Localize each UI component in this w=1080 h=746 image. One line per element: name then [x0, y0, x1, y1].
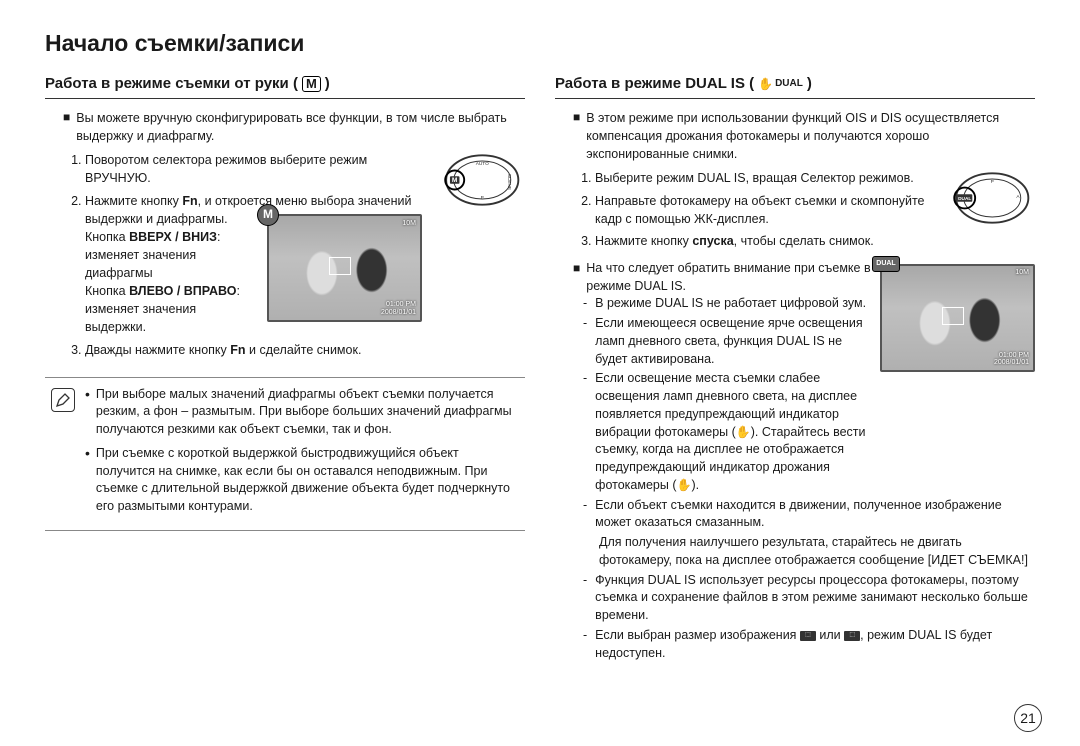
left-heading: Работа в режиме съемки от руки ( M ): [45, 75, 525, 99]
svg-text:AUTO: AUTO: [476, 161, 489, 167]
right-dash-list-2: Функция DUAL IS использует ресурсы проце…: [555, 572, 1035, 663]
rs3-a: Нажмите кнопку: [595, 234, 692, 248]
lcd-res-right: 10M: [1015, 269, 1029, 276]
mode-dial-illustration: M AUTO SCENE P: [430, 151, 525, 209]
lcd-m-badge-icon: M: [257, 204, 279, 226]
dash-6-wrap: Если выбран размер изображения или , реж…: [595, 627, 1035, 663]
d6-a: Если выбран размер изображения: [595, 628, 800, 642]
right-note-block: DUAL 10M 01:00 PM 2008/01/01 ■ На что с: [555, 260, 1035, 665]
dash-5-text: Функция DUAL IS использует ресурсы проце…: [595, 572, 1035, 625]
dash-2: Если имеющееся освещение ярче освещения …: [583, 315, 872, 368]
svg-text:M: M: [452, 177, 458, 184]
note-pencil-icon: [51, 388, 75, 412]
s3-fn: Fn: [230, 343, 245, 357]
left-note-1: При выборе малых значений диафрагмы объе…: [85, 386, 521, 439]
rs3-c: , чтобы сделать снимок.: [734, 234, 874, 248]
left-heading-text: Работа в режиме съемки от руки (: [45, 75, 298, 92]
left-step-2: Нажмите кнопку Fn, и откроется меню выбо…: [85, 192, 525, 337]
right-note-intro: ■ На что следует обратить внимание при с…: [555, 260, 872, 296]
lcd-date-right: 2008/01/01: [994, 359, 1029, 367]
s2-updown: ВВЕРХ / ВНИЗ: [129, 230, 217, 244]
dash-4-text: Если объект съемки находится в движении,…: [595, 497, 1035, 533]
lcd-time-left: 01:00 PM: [381, 301, 416, 309]
size-icon-2: [844, 631, 860, 641]
lcd-overlay-right: 10M 01:00 PM 2008/01/01: [882, 266, 1033, 370]
right-heading-text: Работа в режиме DUAL IS (: [555, 75, 754, 92]
square-bullet-icon: ■: [573, 260, 580, 296]
left-note-box: При выборе малых значений диафрагмы объе…: [45, 377, 525, 531]
m-mode-icon: M: [302, 76, 321, 92]
dash-6: Если выбран размер изображения или , реж…: [583, 627, 1035, 663]
lcd-res-left: 10M: [402, 219, 416, 229]
svg-text:SCENE: SCENE: [506, 174, 512, 190]
left-column: Работа в режиме съемки от руки ( M ) ■ В…: [45, 75, 525, 664]
d6-b: или: [816, 628, 844, 642]
dash-5: Функция DUAL IS использует ресурсы проце…: [583, 572, 1035, 625]
right-note-intro-text: На что следует обратить внимание при съе…: [586, 260, 872, 296]
left-note-list: При выборе малых значений диафрагмы объе…: [85, 386, 521, 522]
left-heading-suffix: ): [325, 75, 330, 92]
page-number: 21: [1014, 704, 1042, 732]
lcd-date-left: 2008/01/01: [381, 309, 416, 317]
lcd-preview-right: DUAL 10M 01:00 PM 2008/01/01: [880, 264, 1035, 372]
right-intro-text: В этом режиме при использовании функций …: [586, 109, 1035, 163]
right-steps-block: DUAL P A Выберите режим DUAL IS, вращая …: [555, 169, 1035, 254]
dash-1: В режиме DUAL IS не работает цифровой зу…: [583, 295, 872, 313]
left-note-1-text: При выборе малых значений диафрагмы объе…: [96, 386, 521, 439]
lcd-overlay-left: 10M 01:00 PM 2008/01/01: [269, 216, 420, 320]
shake-warning-icon: ✋: [676, 478, 691, 492]
s2-l2a: Кнопка: [85, 230, 129, 244]
left-intro: ■ Вы можете вручную сконфигурировать все…: [45, 109, 525, 145]
left-step-3: Дважды нажмите кнопку Fn и сделайте сним…: [85, 341, 525, 359]
d3-c: ).: [691, 478, 699, 492]
left-note-2: При съемке с короткой выдержкой быстродв…: [85, 445, 521, 516]
shake-warning-icon: ✋: [736, 425, 751, 439]
right-step-3: Нажмите кнопку спуска, чтобы сделать сни…: [595, 232, 1035, 250]
right-heading: Работа в режиме DUAL IS ( ✋DUAL ): [555, 75, 1035, 99]
left-steps-block: M AUTO SCENE P Поворотом селектора режим…: [45, 151, 525, 362]
lcd-screen-left: 10M 01:00 PM 2008/01/01: [267, 214, 422, 322]
s2-leftright: ВЛЕВО / ВПРАВО: [129, 284, 236, 298]
dash-1-text: В режиме DUAL IS не работает цифровой зу…: [595, 295, 866, 313]
dash-3: Если освещение места съемки слабее освещ…: [583, 370, 872, 494]
dash-4: Если объект съемки находится в движении,…: [583, 497, 1035, 533]
s3-a: Дважды нажмите кнопку: [85, 343, 230, 357]
svg-text:A: A: [1016, 194, 1020, 200]
right-intro: ■ В этом режиме при использовании функци…: [555, 109, 1035, 163]
right-heading-suffix: ): [807, 75, 812, 92]
rs3-b: спуска: [692, 234, 733, 248]
lcd-dual-badge-icon: DUAL: [872, 256, 900, 272]
right-column: Работа в режиме DUAL IS ( ✋DUAL ) ■ В эт…: [555, 75, 1035, 664]
size-icon-1: [800, 631, 816, 641]
dual-label: DUAL: [775, 78, 803, 89]
square-bullet-icon: ■: [573, 109, 580, 163]
left-intro-text: Вы можете вручную сконфигурировать все ф…: [76, 109, 525, 145]
hand-shake-icon: ✋: [758, 77, 773, 91]
square-bullet-icon: ■: [63, 109, 70, 145]
svg-text:P: P: [991, 179, 994, 185]
lcd-screen-right: 10M 01:00 PM 2008/01/01: [880, 264, 1035, 372]
lcd-preview-left: M 10M 01:00 PM 2008/01/01: [267, 214, 422, 322]
s3-b: и сделайте снимок.: [246, 343, 362, 357]
two-column-layout: Работа в режиме съемки от руки ( M ) ■ В…: [45, 75, 1035, 664]
s2-fn: Fn: [182, 194, 197, 208]
mode-dial-illustration-right: DUAL P A: [940, 169, 1035, 227]
dash-3-wrap: Если освещение места съемки слабее освещ…: [595, 370, 872, 494]
svg-text:P: P: [481, 195, 484, 201]
dash-2-text: Если имеющееся освещение ярче освещения …: [595, 315, 872, 368]
left-note-2-text: При съемке с короткой выдержкой быстродв…: [96, 445, 521, 516]
page-title: Начало съемки/записи: [45, 30, 1035, 57]
svg-text:DUAL: DUAL: [958, 196, 971, 202]
s2-l3a: Кнопка: [85, 284, 129, 298]
s2-text-a: Нажмите кнопку: [85, 194, 182, 208]
dash-4-sub: Для получения наилучшего результата, ста…: [555, 534, 1035, 570]
dual-is-mode-icon: ✋DUAL: [758, 77, 803, 91]
